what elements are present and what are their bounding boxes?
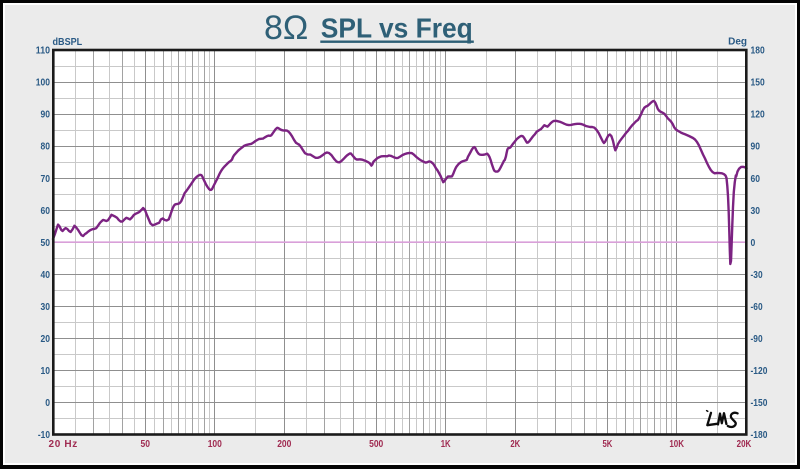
svg-text:40: 40 <box>41 270 51 281</box>
svg-text:0: 0 <box>751 238 756 249</box>
svg-text:-10: -10 <box>38 430 50 441</box>
svg-text:5K: 5K <box>602 439 612 450</box>
svg-text:60: 60 <box>41 206 51 217</box>
svg-text:SPL vs Freq: SPL vs Freq <box>321 12 473 43</box>
svg-text:20 Hz: 20 Hz <box>49 439 78 450</box>
svg-text:2K: 2K <box>510 439 520 450</box>
svg-text:120: 120 <box>751 110 766 121</box>
svg-text:Deg: Deg <box>728 37 747 48</box>
svg-text:-180: -180 <box>751 430 768 441</box>
svg-text:50: 50 <box>140 439 150 450</box>
svg-text:500: 500 <box>369 439 384 450</box>
svg-text:dBSPL: dBSPL <box>53 37 83 48</box>
svg-text:30: 30 <box>41 302 51 313</box>
svg-text:110: 110 <box>36 46 51 57</box>
svg-text:100: 100 <box>208 439 223 450</box>
svg-text:70: 70 <box>41 174 51 185</box>
svg-text:-30: -30 <box>751 270 763 281</box>
svg-text:150: 150 <box>751 78 766 89</box>
svg-text:-120: -120 <box>751 366 768 377</box>
svg-text:30: 30 <box>751 206 761 217</box>
svg-text:10: 10 <box>41 366 51 377</box>
svg-text:60: 60 <box>751 174 761 185</box>
svg-text:8Ω: 8Ω <box>264 9 308 47</box>
svg-text:20K: 20K <box>737 439 752 450</box>
svg-text:90: 90 <box>41 110 51 121</box>
svg-text:90: 90 <box>751 142 761 153</box>
svg-text:1K: 1K <box>441 439 451 450</box>
svg-text:10K: 10K <box>669 439 684 450</box>
svg-text:-90: -90 <box>751 334 763 345</box>
svg-text:80: 80 <box>41 142 51 153</box>
svg-text:0: 0 <box>45 398 50 409</box>
svg-text:180: 180 <box>751 46 766 57</box>
svg-text:20: 20 <box>41 334 51 345</box>
svg-text:50: 50 <box>41 238 51 249</box>
svg-text:100: 100 <box>36 78 51 89</box>
svg-text:-150: -150 <box>751 398 768 409</box>
svg-text:-60: -60 <box>751 302 763 313</box>
svg-text:200: 200 <box>277 439 292 450</box>
